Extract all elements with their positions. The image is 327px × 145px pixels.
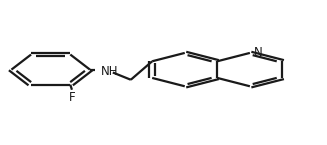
Text: N: N <box>254 46 263 59</box>
Text: NH: NH <box>101 65 119 78</box>
Text: F: F <box>69 91 75 104</box>
